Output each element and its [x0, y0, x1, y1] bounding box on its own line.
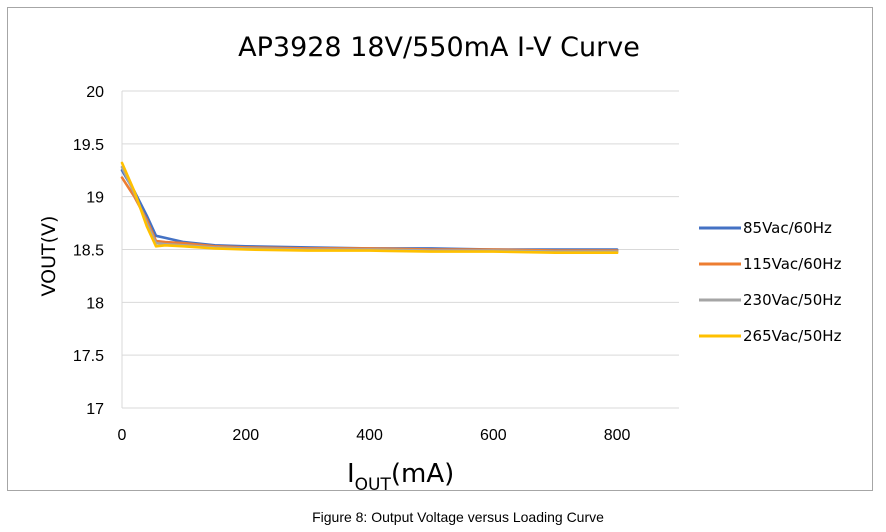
x-axis-title-subscript: OUT — [355, 475, 392, 492]
y-tick-label: 17 — [86, 401, 104, 418]
y-tick-label: 18.5 — [73, 243, 104, 260]
y-tick-label: 19.5 — [73, 137, 104, 154]
x-tick-label: 800 — [604, 427, 631, 444]
x-tick-label: 400 — [356, 427, 383, 444]
x-tick-label: 600 — [480, 427, 507, 444]
x-axis-title-unit: (mA) — [391, 459, 454, 489]
x-tick-labels: 0 200 400 600 800 — [118, 427, 631, 444]
x-tick-label: 200 — [232, 427, 259, 444]
series-line-2 — [120, 165, 619, 253]
y-tick-label: 18 — [86, 295, 104, 312]
x-tick-label: 0 — [118, 427, 127, 444]
series-lines — [120, 161, 619, 254]
legend-label-3: 265Vac/50Hz — [743, 327, 842, 345]
series-line-3 — [120, 161, 619, 254]
y-tick-label: 19 — [86, 190, 104, 207]
y-tick-label: 20 — [86, 84, 104, 101]
y-tick-label: 17.5 — [73, 348, 104, 365]
x-axis-title-main: I — [347, 459, 355, 489]
chart-frame: AP3928 18V/550mA I-V Curve 17 17.5 18 18.5 1… — [7, 7, 873, 492]
x-axis-title: IOUT(mA) — [347, 459, 454, 492]
series-line-1 — [120, 176, 619, 252]
chart-title: AP3928 18V/550mA I-V Curve — [238, 32, 640, 63]
legend-label-1: 115Vac/60Hz — [743, 255, 842, 273]
y-tick-labels: 17 17.5 18 18.5 19 19.5 20 — [73, 84, 104, 418]
figure-caption: Figure 8: Output Voltage versus Loading … — [312, 509, 604, 525]
legend: 85Vac/60Hz 115Vac/60Hz 230Vac/50Hz 265Vac/5… — [699, 219, 842, 345]
y-axis-title: VOUT(V) — [38, 216, 60, 297]
legend-label-0: 85Vac/60Hz — [743, 219, 832, 237]
chart-svg: AP3928 18V/550mA I-V Curve 1717.51818.51… — [38, 32, 842, 492]
legend-label-2: 230Vac/50Hz — [743, 291, 842, 309]
series-line-0 — [120, 169, 619, 251]
